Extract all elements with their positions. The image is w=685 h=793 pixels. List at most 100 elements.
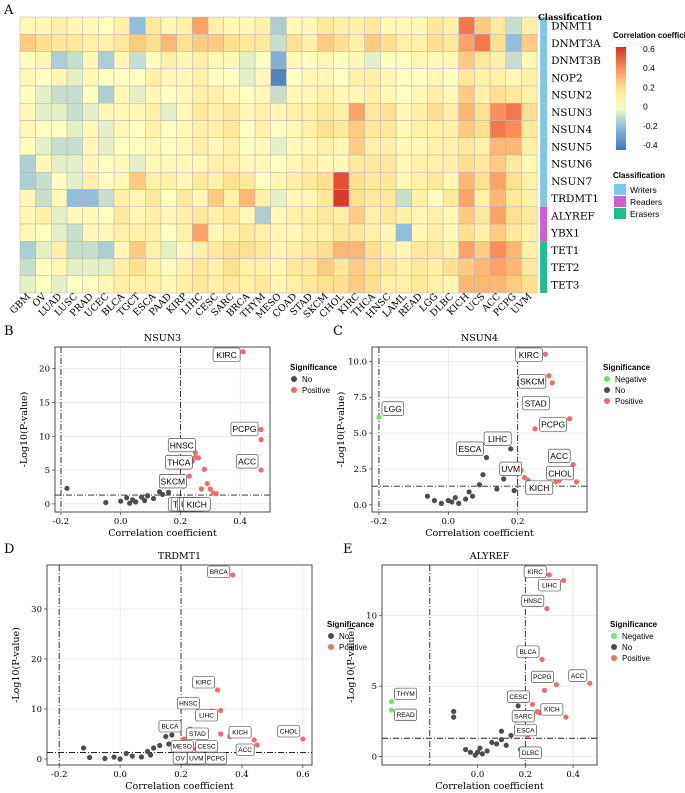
heatmap-cell-nsun2-ov bbox=[35, 85, 52, 104]
heatmap-cell-tet3-coad bbox=[286, 275, 303, 294]
heatmap-cell-dnmt3b-read bbox=[411, 51, 428, 69]
heatmap-cell-nsun3-dlbc bbox=[442, 103, 460, 121]
heatmap-cell-tet1-prad bbox=[82, 241, 99, 259]
heatmap-cell-dnmt3b-prad bbox=[82, 51, 99, 69]
label-box-uvm bbox=[499, 461, 522, 476]
heatmap-cell-dnmt3a-lihc bbox=[192, 34, 209, 52]
colorbar-tick: 0.2 bbox=[643, 82, 655, 92]
heatmap-cell-ybx1-pcpg bbox=[505, 223, 522, 242]
heatmap-cell-dnmt3a-tgct bbox=[129, 34, 146, 52]
heatmap-cell-nsun5-chol bbox=[333, 137, 350, 156]
heatmap-cell-dnmt1-esca bbox=[145, 16, 162, 35]
point-no bbox=[508, 732, 514, 739]
classification-bar-tet3 bbox=[540, 275, 548, 293]
colorbar-tick: 0.4 bbox=[643, 63, 655, 73]
heatmap-cell-nsun7-dlbc bbox=[442, 172, 460, 190]
heatmap-cell-nsun4-coad bbox=[286, 120, 303, 138]
heatmap-cell-nop2-tgct bbox=[129, 68, 146, 87]
heatmap-cell-nsun4-kirc bbox=[348, 120, 365, 138]
label-box-lihc bbox=[195, 709, 218, 722]
point-label-uvm: UVM bbox=[189, 756, 203, 763]
heatmap-cell-dnmt1-laml bbox=[395, 16, 412, 35]
heatmap-cell-nsun7-kirc bbox=[348, 172, 365, 190]
heatmap-cell-ybx1-lgg bbox=[427, 223, 444, 242]
heatmap-cell-nsun4-meso bbox=[270, 120, 287, 138]
classification-bar-tet1 bbox=[540, 241, 548, 259]
point-positive bbox=[560, 577, 567, 584]
heatmap-cell-ybx1-ucs bbox=[474, 223, 491, 242]
point-label-dlbc: DLBC bbox=[522, 750, 540, 757]
heatmap-cell-nop2-prad bbox=[82, 68, 99, 87]
label-box-esca bbox=[514, 724, 537, 737]
heatmap-cell-trdmt1-chol bbox=[333, 189, 350, 207]
classification-bar-alyref bbox=[540, 206, 548, 224]
heatmap-cell-tet2-lihc bbox=[192, 258, 209, 276]
point-label-cesc: CESC bbox=[509, 694, 527, 701]
point-no bbox=[163, 733, 169, 740]
heatmap-cell-nsun2-laml bbox=[395, 85, 412, 104]
heatmap-cell-trdmt1-lgg bbox=[427, 189, 444, 207]
heatmap-cell-nsun5-gbm bbox=[19, 137, 36, 156]
point-label-ov: OV bbox=[175, 756, 185, 763]
x-tick-label: 0.2 bbox=[519, 770, 533, 780]
legend-title: Significance bbox=[327, 620, 375, 629]
heatmap-cell-nsun6-hnsc bbox=[380, 154, 397, 173]
heatmap-cell-tet3-pcpg bbox=[505, 275, 522, 294]
point-no bbox=[469, 493, 476, 499]
row-label-nsun7: NSUN7 bbox=[551, 176, 592, 188]
point-label-kirc: KIRC bbox=[519, 350, 539, 360]
heatmap-cell-tet2-lgg bbox=[427, 258, 444, 276]
heatmap-cell-tet3-skcm bbox=[317, 275, 334, 294]
point-label-stad: STAD bbox=[189, 731, 206, 738]
point-label-kich: KICH bbox=[187, 500, 207, 510]
label-box-stad bbox=[521, 396, 550, 411]
heatmap-cell-dnmt1-lusc bbox=[66, 16, 83, 35]
row-label-trdmt1: TRDMT1 bbox=[551, 193, 599, 205]
heatmap-cell-tet3-dlbc bbox=[442, 275, 460, 294]
heatmap-cell-nsun5-thca bbox=[364, 137, 381, 156]
point-no bbox=[511, 487, 517, 494]
label-box-thym bbox=[394, 687, 417, 700]
point-no bbox=[476, 482, 483, 488]
heatmap-cell-alyref-dlbc bbox=[442, 206, 460, 225]
heatmap-cell-tet3-tgct bbox=[129, 275, 146, 294]
heatmap-cell-tet1-pcpg bbox=[505, 241, 522, 259]
heatmap-cell-nsun3-skcm bbox=[317, 103, 334, 121]
heatmap-cell-nsun4-laml bbox=[395, 120, 412, 138]
heatmap-cell-dnmt1-uvm bbox=[521, 16, 538, 35]
plot-frame bbox=[371, 346, 588, 513]
heatmap-cell-nsun2-lgg bbox=[427, 85, 444, 104]
y-tick-label: 10 bbox=[366, 612, 377, 622]
heatmap-cell-nsun2-hnsc bbox=[380, 85, 397, 104]
point-label-thym: THYM bbox=[396, 691, 414, 698]
heatmap-cell-tet1-read bbox=[411, 241, 428, 259]
heatmap-cell-nsun7-lgg bbox=[427, 172, 444, 190]
heatmap-cell-nsun6-sarc bbox=[223, 154, 240, 173]
point-no bbox=[102, 755, 108, 762]
heatmap-cell-trdmt1-ucec bbox=[98, 189, 115, 207]
heatmap-cell-dnmt3a-stad bbox=[301, 34, 318, 52]
heatmap-cell-dnmt3b-ov bbox=[35, 51, 52, 69]
point-positive bbox=[541, 687, 548, 693]
heatmap-cell-tet1-acc bbox=[489, 241, 507, 259]
heatmap-cell-dnmt1-gbm bbox=[19, 16, 36, 35]
heatmap-cell-nsun4-lihc bbox=[192, 120, 209, 138]
y-tick-label: 20 bbox=[31, 655, 42, 665]
heatmap-cell-trdmt1-skcm bbox=[317, 189, 334, 207]
point-no bbox=[452, 495, 458, 501]
label-box-lgg bbox=[381, 401, 405, 416]
plot-frame bbox=[46, 564, 313, 766]
heatmap-cell-trdmt1-gbm bbox=[19, 189, 36, 207]
legend-label-negative: Negative bbox=[622, 632, 654, 641]
heatmap-cell-trdmt1-dlbc bbox=[442, 189, 460, 207]
heatmap-cell-dnmt3b-kirp bbox=[176, 51, 193, 69]
heatmap-cell-ybx1-sarc bbox=[223, 223, 240, 242]
heatmap-cell-nsun3-kich bbox=[458, 103, 475, 121]
label-box-kirc bbox=[515, 347, 543, 362]
heatmap-cell-ybx1-blca bbox=[113, 223, 130, 242]
y-tick-label: 10.0 bbox=[348, 357, 367, 367]
classification-bar-nsun3 bbox=[540, 103, 548, 121]
heatmap-cell-tet2-tgct bbox=[129, 258, 146, 276]
heatmap-cell-nsun6-uvm bbox=[521, 154, 538, 173]
label-box-esca bbox=[456, 441, 484, 456]
